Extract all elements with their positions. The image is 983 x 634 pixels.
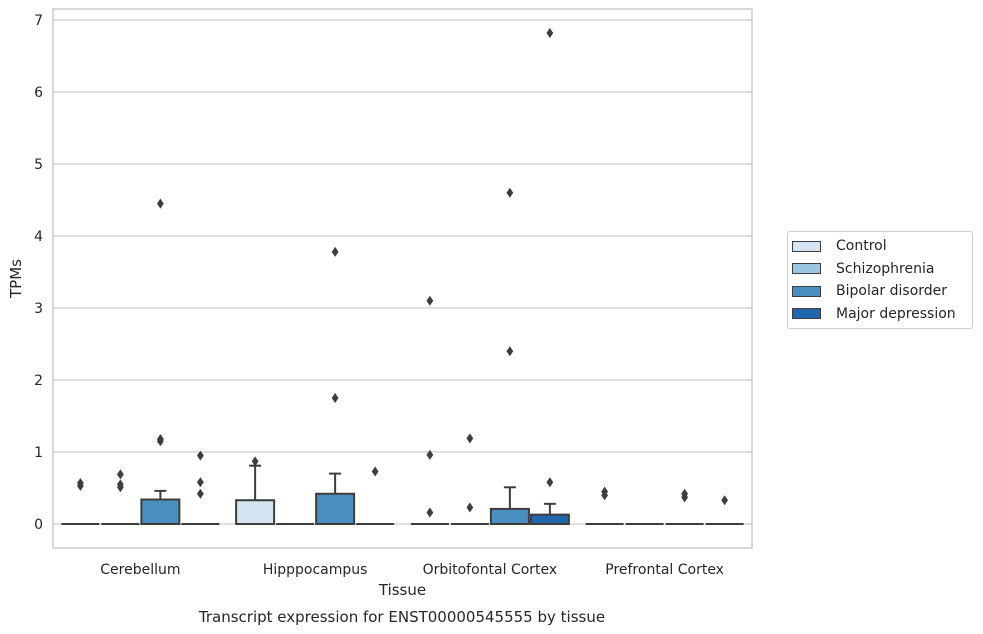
outlier-point <box>546 27 554 38</box>
box-bipolar-disorder <box>315 246 356 526</box>
box-major-depression <box>705 495 744 525</box>
outlier-point <box>156 434 164 445</box>
box <box>235 499 276 525</box>
box-bipolar-disorder <box>665 488 704 525</box>
outlier-point <box>426 507 434 518</box>
outlier-point <box>681 488 689 499</box>
legend-label: Bipolar disorder <box>836 283 948 300</box>
legend-swatch <box>792 263 821 275</box>
x-axis-label: Tissue <box>378 581 426 599</box>
box-major-depression <box>529 27 570 526</box>
box-schizophrenia <box>450 433 489 525</box>
outlier-point <box>331 246 339 257</box>
legend-label: Control <box>836 238 887 255</box>
outlier-point <box>601 486 609 497</box>
y-tick-label: 7 <box>34 13 43 29</box>
outlier-point <box>426 295 434 306</box>
chart-title: Transcript expression for ENST0000054555… <box>198 608 605 626</box>
y-tick-label: 5 <box>34 157 43 173</box>
legend-label: Major depression <box>836 305 956 322</box>
box-schizophrenia <box>101 469 140 525</box>
outlier-point <box>251 456 259 467</box>
outlier-point <box>156 198 164 209</box>
x-tick-label: Cerebellum <box>100 562 180 578</box>
box-bipolar-disorder <box>140 198 181 525</box>
outlier-point <box>76 477 84 488</box>
plot-frame <box>52 8 753 549</box>
y-tick-label: 1 <box>34 445 43 461</box>
outlier-point <box>546 477 554 488</box>
outlier-point <box>466 433 474 444</box>
legend-item: Schizophrenia <box>788 258 972 281</box>
box-major-depression <box>181 450 220 525</box>
box <box>315 492 356 526</box>
box <box>489 507 530 526</box>
legend-swatch <box>792 308 821 320</box>
outlier-point <box>506 187 514 198</box>
y-tick-label: 0 <box>34 517 43 533</box>
legend-item: Control <box>788 235 972 258</box>
x-axis-ticks: Cerebellum Hipppocampus Orbitofontal Corte… <box>100 562 724 578</box>
y-axis-label: TPMs <box>7 259 25 299</box>
y-axis-ticks: 0 1 2 3 4 5 6 7 <box>34 13 43 533</box>
legend-swatch <box>792 240 821 252</box>
y-tick-label: 4 <box>34 229 43 245</box>
legend-swatch <box>792 285 821 297</box>
x-tick-label: Orbitofontal Cortex <box>423 562 558 578</box>
outlier-point <box>371 466 379 477</box>
y-tick-label: 2 <box>34 373 43 389</box>
box-control <box>235 456 276 525</box>
outlier-point <box>196 488 204 499</box>
legend: Control Schizophrenia Bipolar disorder Majo… <box>787 231 973 329</box>
outlier-point <box>196 450 204 461</box>
box-control <box>61 477 100 525</box>
box-control <box>585 486 624 525</box>
x-tick-label: Hipppocampus <box>263 562 368 578</box>
legend-item: Major depression <box>788 303 972 326</box>
outlier-point <box>331 393 339 403</box>
gridlines <box>53 19 752 525</box>
y-tick-label: 3 <box>34 301 43 317</box>
outlier-point <box>506 346 514 357</box>
box-bipolar-disorder <box>489 187 530 526</box>
y-tick-label: 6 <box>34 85 43 101</box>
box-major-depression <box>356 466 395 525</box>
plot-body <box>61 27 744 526</box>
legend-label: Schizophrenia <box>836 260 935 277</box>
outlier-point <box>426 449 434 460</box>
outlier-point <box>116 469 124 480</box>
outlier-point <box>116 479 124 490</box>
outlier-point <box>721 495 729 506</box>
box-control <box>410 295 449 525</box>
box <box>529 513 570 526</box>
x-tick-label: Prefrontal Cortex <box>605 562 724 578</box>
outlier-point <box>196 477 204 488</box>
box <box>140 498 181 525</box>
legend-item: Bipolar disorder <box>788 280 972 303</box>
outlier-point <box>466 502 474 513</box>
